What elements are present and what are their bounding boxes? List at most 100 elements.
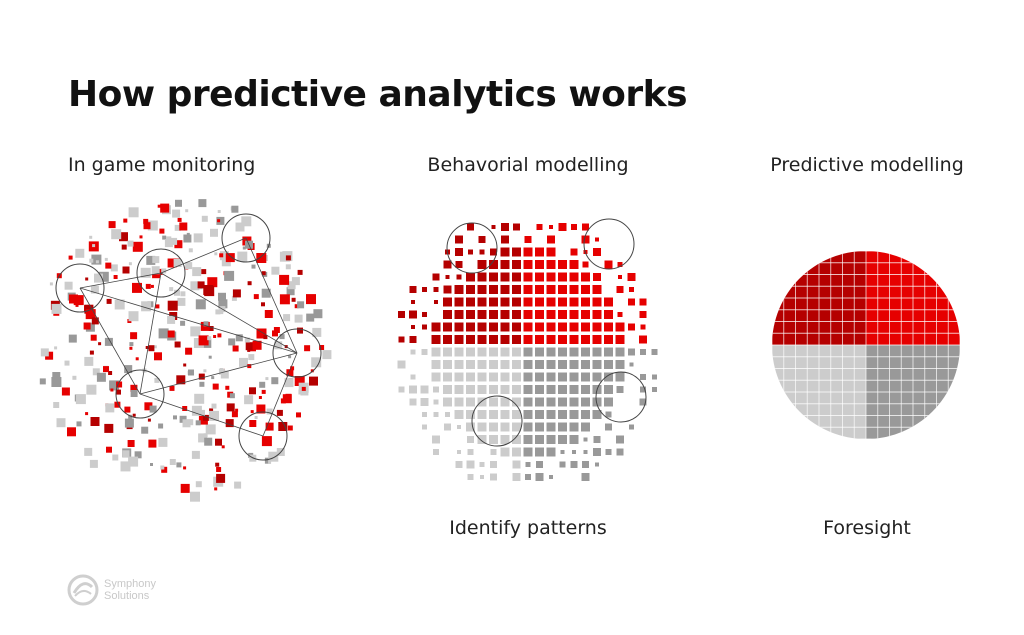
pattern-square xyxy=(466,310,475,319)
data-square xyxy=(232,345,239,352)
data-square xyxy=(297,327,303,334)
data-square xyxy=(322,350,332,360)
connection-line xyxy=(139,352,298,395)
connection-line xyxy=(139,272,162,395)
data-square xyxy=(211,376,215,380)
data-square xyxy=(239,357,248,367)
pattern-square xyxy=(454,335,464,344)
data-square xyxy=(191,450,200,459)
data-square xyxy=(152,256,160,264)
data-square xyxy=(112,454,119,461)
data-square xyxy=(84,356,94,366)
data-square xyxy=(160,203,170,213)
data-square xyxy=(313,309,323,319)
focus-circle xyxy=(272,328,322,378)
pattern-square xyxy=(523,397,533,407)
data-square xyxy=(69,294,78,304)
pattern-square xyxy=(477,372,487,382)
pattern-square xyxy=(489,297,498,307)
pattern-square xyxy=(420,385,429,394)
data-square xyxy=(208,326,214,331)
data-square xyxy=(183,234,192,243)
pattern-square xyxy=(466,385,475,394)
pattern-square xyxy=(500,260,510,269)
data-square xyxy=(198,373,205,380)
connection-line xyxy=(79,287,298,354)
pattern-square xyxy=(409,310,417,319)
data-square xyxy=(224,270,235,281)
focus-circle xyxy=(55,263,105,313)
data-square xyxy=(219,251,229,261)
pattern-square xyxy=(604,360,613,369)
data-square xyxy=(297,301,305,309)
pattern-square xyxy=(422,287,427,292)
pattern-square xyxy=(558,385,567,394)
data-square xyxy=(155,304,160,309)
pattern-square xyxy=(604,335,613,344)
data-square xyxy=(180,483,190,493)
pattern-square xyxy=(443,322,452,332)
pattern-square xyxy=(433,449,439,455)
pattern-square xyxy=(512,410,521,419)
data-square xyxy=(172,209,181,218)
pattern-square xyxy=(454,360,464,369)
pattern-square xyxy=(490,248,497,256)
pattern-square xyxy=(535,397,544,407)
data-square xyxy=(209,408,214,413)
pattern-square xyxy=(444,423,451,431)
data-square xyxy=(158,437,168,447)
pattern-square xyxy=(500,347,510,357)
pattern-square xyxy=(455,235,463,244)
data-square xyxy=(90,334,97,341)
pattern-square xyxy=(639,398,647,406)
pattern-square xyxy=(489,310,498,319)
data-square xyxy=(159,228,165,234)
pattern-square xyxy=(546,385,556,394)
data-square xyxy=(201,215,208,222)
data-square xyxy=(145,283,151,289)
data-square xyxy=(153,345,157,349)
pattern-square xyxy=(477,410,487,419)
pattern-square xyxy=(605,411,612,418)
pattern-square xyxy=(477,335,487,344)
data-square xyxy=(89,235,93,239)
data-square xyxy=(244,395,254,405)
pattern-square xyxy=(524,236,532,243)
data-square xyxy=(248,354,255,361)
pattern-square xyxy=(581,410,590,419)
data-square xyxy=(113,275,118,279)
data-square xyxy=(312,327,322,337)
pattern-square xyxy=(523,247,533,257)
data-square xyxy=(310,369,314,373)
pattern-square xyxy=(420,398,429,406)
pattern-square xyxy=(479,462,485,467)
pattern-square xyxy=(536,461,543,468)
pattern-square xyxy=(432,435,440,444)
pattern-square xyxy=(466,422,475,432)
data-square xyxy=(167,300,178,311)
data-square xyxy=(146,255,156,265)
data-square xyxy=(306,313,315,322)
data-square xyxy=(266,408,273,415)
pattern-square xyxy=(558,322,567,332)
pattern-square xyxy=(582,223,589,231)
pattern-square xyxy=(581,360,590,369)
data-square xyxy=(116,381,123,388)
data-square xyxy=(218,292,226,301)
data-square xyxy=(128,414,133,419)
data-square xyxy=(207,336,212,341)
pattern-square xyxy=(513,223,520,231)
data-square xyxy=(201,269,207,275)
data-square xyxy=(132,413,136,417)
data-square xyxy=(119,232,128,242)
data-square xyxy=(75,303,79,307)
data-square xyxy=(143,218,149,224)
data-square xyxy=(179,222,188,231)
data-square xyxy=(309,376,318,386)
data-square xyxy=(132,282,142,293)
data-square xyxy=(185,347,193,355)
data-square xyxy=(190,326,201,337)
pattern-square xyxy=(466,360,475,369)
pattern-square xyxy=(535,410,544,419)
data-square xyxy=(122,450,130,458)
